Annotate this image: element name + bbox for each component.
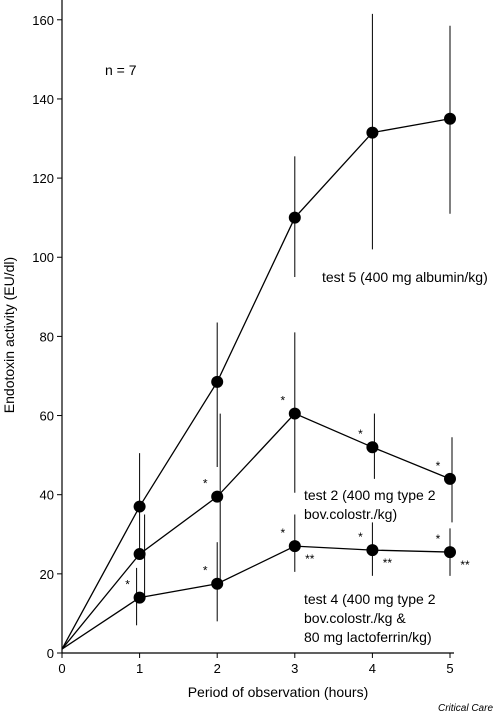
axes: 0 20 40 60 80 100 120 140 160 0 1 2 3 4 5 (32, 0, 454, 676)
data-point (444, 112, 456, 125)
series-label-line: bov.colostr./kg & (304, 610, 406, 626)
x-tick-label: 0 (58, 661, 65, 676)
series-label-2: test 2 (400 mg type 2 bov.colostr./kg) (304, 487, 436, 522)
y-tick-label: 160 (32, 13, 54, 28)
significance-star: * (358, 427, 363, 441)
data-point (366, 544, 379, 557)
data-point (366, 441, 379, 454)
data-point (288, 211, 301, 224)
series-label-line: bov.colostr./kg) (304, 506, 397, 522)
series-lines (61, 118, 451, 650)
data-point (133, 548, 146, 561)
x-tick-label: 1 (136, 661, 143, 676)
series-label-1: test 5 (400 mg albumin/kg) (322, 269, 488, 285)
y-tick-label: 80 (40, 329, 54, 344)
series-label-3: test 4 (400 mg type 2 bov.colostr./kg & 80… (304, 591, 436, 645)
data-point (133, 500, 146, 513)
credit-text: Critical Care (438, 703, 493, 714)
significance-star: * (280, 526, 285, 540)
data-point (211, 490, 224, 503)
x-tick-label: 2 (214, 661, 221, 676)
significance-star: * (436, 532, 441, 546)
significance-star: * (280, 394, 285, 408)
n-annotation: n = 7 (105, 62, 137, 78)
y-tick-label: 0 (47, 646, 54, 661)
significance-double-star: ** (383, 556, 393, 570)
series-line-2 (61, 412, 451, 650)
significance-marks: *************** (125, 394, 470, 592)
significance-star: * (203, 564, 208, 578)
series-label-line: test 2 (400 mg type 2 (304, 487, 436, 503)
y-axis-title: Endotoxin activity (EU/dl) (1, 257, 17, 413)
data-point (444, 546, 456, 559)
series-label-line: test 5 (400 mg albumin/kg) (322, 269, 488, 285)
significance-double-star: ** (460, 558, 470, 572)
significance-star: * (125, 578, 130, 592)
series-label-line: 80 mg lactoferrin/kg) (304, 629, 432, 645)
y-tick-label: 40 (40, 488, 54, 503)
x-tick-label: 3 (291, 661, 298, 676)
data-points (133, 112, 456, 604)
x-axis-title: Period of observation (hours) (188, 684, 369, 700)
significance-double-star: ** (305, 552, 315, 566)
significance-star: * (436, 459, 441, 473)
data-point (211, 375, 224, 388)
significance-star: * (358, 530, 363, 544)
series-line-1 (61, 118, 451, 650)
data-point (133, 591, 146, 604)
series-label-line: test 4 (400 mg type 2 (304, 591, 436, 607)
data-point (366, 126, 379, 139)
x-tick-label: 5 (446, 661, 453, 676)
data-point (288, 540, 301, 553)
data-point (211, 577, 224, 590)
y-tick-label: 20 (40, 567, 54, 582)
y-tick-label: 120 (32, 171, 54, 186)
x-tick-label: 4 (369, 661, 376, 676)
data-point (288, 407, 301, 420)
y-tick-label: 60 (40, 409, 54, 424)
y-tick-label: 100 (32, 250, 54, 265)
significance-star: * (203, 477, 208, 491)
y-tick-label: 140 (32, 92, 54, 107)
data-point (444, 472, 456, 485)
series-labels: test 5 (400 mg albumin/kg) test 2 (400 mg… (304, 269, 488, 645)
error-bars (136, 13, 453, 626)
series-line-3 (61, 545, 451, 650)
